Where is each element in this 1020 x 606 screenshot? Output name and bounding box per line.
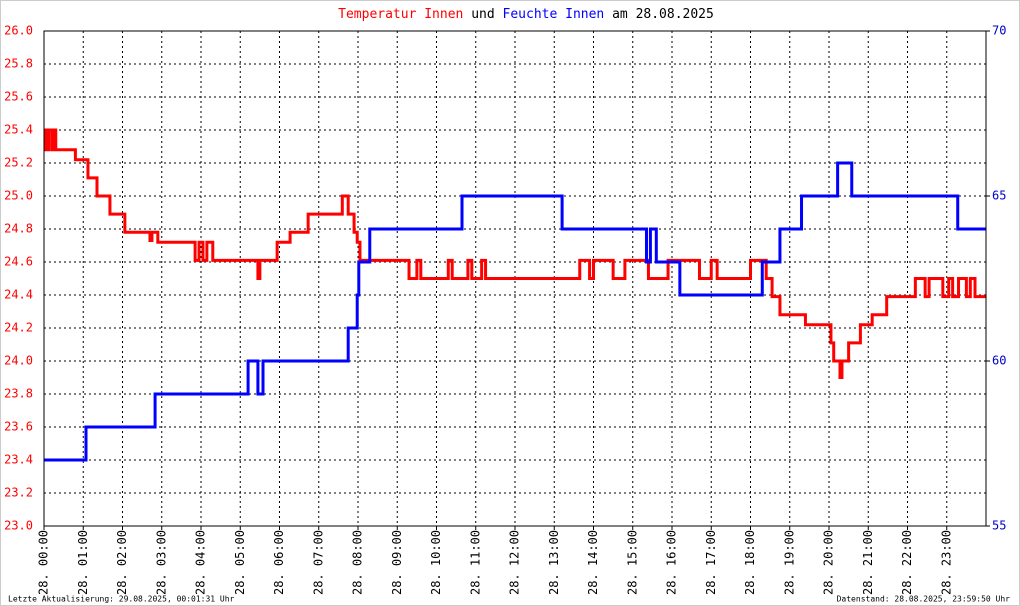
x-tick-label: 28. 09:00 bbox=[390, 530, 404, 595]
x-tick-label: 28. 22:00 bbox=[900, 530, 914, 595]
x-tick-label: 28. 13:00 bbox=[547, 530, 561, 595]
y-tick-label: 25.6 bbox=[4, 90, 33, 104]
x-tick-label: 28. 11:00 bbox=[468, 530, 482, 595]
x-tick-label: 28. 02:00 bbox=[115, 530, 129, 595]
y-tick-label: 23.4 bbox=[4, 453, 33, 467]
title-date: am 28.08.2025 bbox=[612, 7, 714, 22]
x-tick-label: 28. 03:00 bbox=[154, 530, 168, 595]
title-series-2: Feuchte Innen bbox=[503, 7, 605, 22]
chart-title: Temperatur Innen und Feuchte Innen am 28… bbox=[338, 7, 714, 22]
x-tick-label: 28. 06:00 bbox=[272, 530, 286, 595]
y-tick-label: 24.2 bbox=[4, 321, 33, 335]
y2-tick-label: 70 bbox=[992, 24, 1006, 38]
y-tick-label: 23.0 bbox=[4, 519, 33, 533]
x-tick-label: 28. 15:00 bbox=[625, 530, 639, 595]
y-tick-label: 25.4 bbox=[4, 123, 33, 137]
x-tick-label: 28. 19:00 bbox=[782, 530, 796, 595]
plot-border bbox=[43, 30, 987, 527]
x-tick-label: 28. 21:00 bbox=[861, 530, 875, 595]
footer-right: Datenstand: 28.08.2025, 23:59:50 Uhr bbox=[837, 595, 1011, 604]
data-line bbox=[44, 128, 986, 379]
y-tick-label: 25.0 bbox=[4, 189, 33, 203]
x-tick-label: 28. 17:00 bbox=[704, 530, 718, 595]
y-tick-label: 24.6 bbox=[4, 255, 33, 269]
data-line bbox=[44, 161, 986, 462]
y-tick-label: 23.6 bbox=[4, 420, 33, 434]
y-tick-label: 24.8 bbox=[4, 222, 33, 236]
x-tick-label: 28. 05:00 bbox=[233, 530, 247, 595]
y-tick-label: 23.8 bbox=[4, 387, 33, 401]
x-tick-label: 28. 00:00 bbox=[37, 530, 51, 595]
x-tick-label: 28. 23:00 bbox=[939, 530, 953, 595]
y2-tick-label: 60 bbox=[992, 354, 1006, 368]
footer-left: Letzte Aktualisierung: 29.08.2025, 00:01… bbox=[8, 595, 235, 604]
y-tick-label: 24.4 bbox=[4, 288, 33, 302]
x-tick-label: 28. 01:00 bbox=[76, 530, 90, 595]
x-tick-label: 28. 14:00 bbox=[586, 530, 600, 595]
y2-tick-label: 65 bbox=[992, 189, 1006, 203]
y-tick-label: 25.8 bbox=[4, 57, 33, 71]
x-tick-label: 28. 08:00 bbox=[351, 530, 365, 595]
y-tick-label: 25.2 bbox=[4, 156, 33, 170]
x-tick-label: 28. 20:00 bbox=[822, 530, 836, 595]
title-connector: und bbox=[471, 7, 494, 22]
y-tick-label: 24.0 bbox=[4, 354, 33, 368]
x-tick-label: 28. 04:00 bbox=[194, 530, 208, 595]
y-tick-label: 23.2 bbox=[4, 486, 33, 500]
x-tick-label: 28. 10:00 bbox=[429, 530, 443, 595]
x-tick-label: 28. 07:00 bbox=[311, 530, 325, 595]
x-tick-label: 28. 12:00 bbox=[508, 530, 522, 595]
y2-tick-label: 55 bbox=[992, 519, 1006, 533]
title-series-1: Temperatur Innen bbox=[338, 7, 463, 22]
x-tick-label: 28. 16:00 bbox=[665, 530, 679, 595]
x-tick-label: 28. 18:00 bbox=[743, 530, 757, 595]
y-tick-label: 26.0 bbox=[4, 24, 33, 38]
